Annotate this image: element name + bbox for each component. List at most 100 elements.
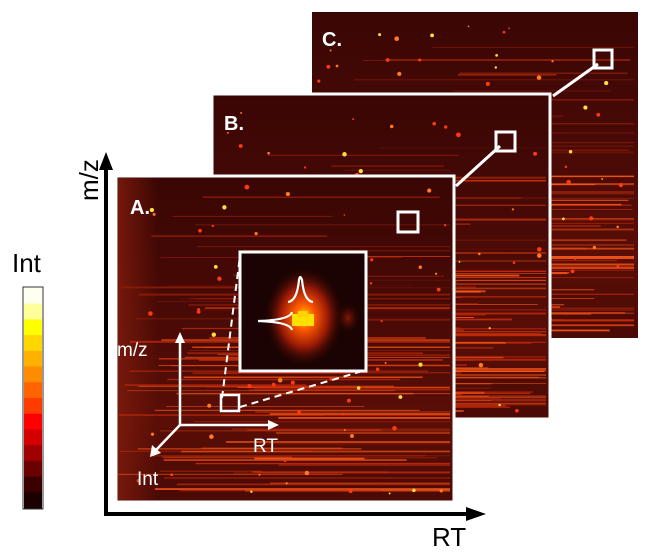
heatmap-spot [430,33,434,38]
x-axis-arrowhead [466,507,486,521]
colorbar: Int [12,248,44,510]
heatmap-spot [515,409,519,413]
heatmap-spot [488,327,491,330]
heatmap-spot [533,151,538,156]
heatmap-spot [247,383,252,389]
heatmap-spot [439,489,443,493]
heatmap-spot [283,460,287,463]
heatmap-spot [285,482,288,485]
heatmap-spot [227,131,229,134]
colorbar-cell [24,413,42,431]
heatmap-spot [207,403,212,408]
heatmap-spot [562,217,565,221]
heatmap-spot [150,432,155,436]
inner-int-axis [155,424,181,451]
heatmap-spot [511,208,514,211]
heatmap-spot [394,36,400,42]
heatmap-spot [304,470,310,476]
y-axis-label: m/z [74,159,104,201]
inner-mz-arrowhead [175,332,185,343]
colorbar-cell [24,382,42,399]
heatmap-spot [498,403,501,407]
heatmap-spot [427,188,432,193]
heatmap-spot [458,261,461,263]
heatmap-spot [380,320,383,323]
panel-c-roi-box [592,48,614,70]
heatmap-spot [148,311,153,316]
heatmap-spot [348,489,353,494]
panel-a-label: A. [130,197,150,219]
panel-a: A. m/z RT Int [114,144,502,504]
heatmap-spot [238,144,243,148]
inset-peak-core [292,314,314,326]
connector-a-b [454,144,502,188]
inner-int-arrowhead [150,445,161,457]
inset-mz-profile-icon [257,311,294,331]
heatmap-spot [570,269,575,274]
heatmap-spot [217,276,222,281]
heatmap-spot [297,410,302,415]
heatmap-spot [604,81,609,86]
heatmap-spot [222,205,227,210]
heatmap-spot [478,362,484,368]
heatmap-spot [375,367,380,372]
x-axis-label: RT [432,522,466,552]
heatmap-spot [418,58,422,62]
inner-axes [150,332,279,457]
zoom-inset [219,250,368,413]
heatmap-spot [389,124,394,129]
heatmap-spot [596,112,601,117]
heatmap-spot [551,60,554,63]
heatmap-spot [397,71,402,77]
heatmap-spot [267,151,270,155]
heatmap-spot [392,425,397,431]
heatmap-spot [388,492,391,495]
heatmap-spot [240,112,243,114]
heatmap-spot [467,25,470,28]
heatmap-spot [170,473,174,477]
panel-b-roi-box [494,130,517,153]
heatmap-spot [213,265,218,269]
heatmap-spot [616,225,620,229]
colorbar-cell [24,303,42,321]
heatmap-spot [618,183,623,188]
heatmap-spot [418,362,423,367]
inner-rt-label: RT [253,436,278,457]
inset-rt-profile-icon [287,275,314,304]
heatmap-spot [398,395,403,399]
colorbar-cell [24,398,42,415]
colorbar-cell [24,335,42,352]
heatmap-spot [589,216,594,221]
heatmap-spot [444,125,448,129]
heatmap-spot [494,66,498,69]
inner-mz-label: m/z [117,340,148,361]
heatmap-spot [412,488,416,493]
heatmap-spot [209,434,214,439]
colorbar-cell [24,460,42,478]
heatmap-spot [329,49,332,52]
heatmap-spot [277,377,283,383]
heatmap-spot [592,245,597,250]
colorbar-label: Int [12,248,42,278]
panel-a-left-glow [118,178,158,500]
heatmap-spot [149,207,155,213]
heatmap-spot [346,398,351,403]
colorbar-cell [24,288,42,305]
heatmap-spot [152,212,156,216]
heatmap-spot [342,152,347,157]
colorbar-cell [24,476,42,493]
panel-a-roi-box [396,210,420,234]
heatmap-spot [385,58,390,62]
heatmap-spot [198,228,202,233]
heatmap-spot [196,310,201,314]
heatmap-spot [350,434,354,438]
heatmap-spot [211,332,216,337]
y-axis-arrowhead [99,152,113,170]
heatmap-spot [443,224,447,227]
heatmap-spot [485,81,490,86]
heatmap-spot [378,33,382,37]
panel-b-label: B. [224,113,244,135]
inset-dash-bottom [239,369,367,408]
heatmap-spot [356,386,361,390]
